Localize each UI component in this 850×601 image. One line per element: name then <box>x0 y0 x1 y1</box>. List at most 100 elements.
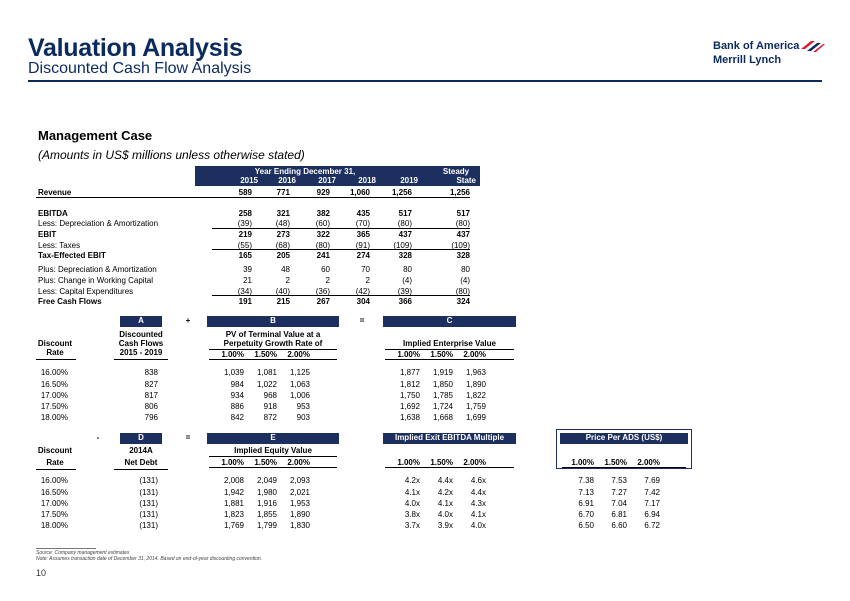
fcf-cell: (60) <box>315 219 330 228</box>
implied-equity-value: 1,980 <box>256 488 277 497</box>
pv-terminal-value: 1,022 <box>256 380 277 389</box>
implied-equity-value: 2,049 <box>256 476 277 485</box>
fcf-cell: 274 <box>356 251 370 260</box>
price-per-ads: 6.91 <box>578 499 594 508</box>
fcf-cell: 258 <box>238 209 252 218</box>
price-per-ads: 7.04 <box>611 499 627 508</box>
fcf-cell: 60 <box>321 265 330 274</box>
price-growth-rule <box>562 467 686 468</box>
case-subtitle: (Amounts in US$ millions unless otherwis… <box>38 148 305 162</box>
header-rule <box>28 80 822 82</box>
fcf-cell: (36) <box>315 287 330 296</box>
implied-equity-value: 1,942 <box>223 488 244 497</box>
fcf-cell: (80) <box>455 287 470 296</box>
fcf-cell: 382 <box>316 209 330 218</box>
fcf-row-label: Tax-Effected EBIT <box>38 251 106 260</box>
price-per-ads: 7.53 <box>611 476 627 485</box>
rate-label: Rate <box>46 348 64 357</box>
fcf-cell: 39 <box>243 265 252 274</box>
discounted-cash-flow: 838 <box>144 368 158 377</box>
fcf-cell: 1,256 <box>391 188 412 197</box>
price-per-ads: 6.81 <box>611 510 627 519</box>
discounted-label: Discounted <box>119 330 163 339</box>
pv-growth-header: 1.50% <box>254 350 277 359</box>
fcf-year-header: 2019 <box>400 176 418 185</box>
implied-enterprise-value: 1,785 <box>432 391 453 400</box>
page-number: 10 <box>36 568 47 578</box>
fcf-row-label: EBITDA <box>38 209 68 218</box>
fcf-cell: (80) <box>455 219 470 228</box>
fcf-cell: 517 <box>398 209 412 218</box>
net-debt-value: (131) <box>139 476 158 485</box>
fcf-year-header: 2016 <box>278 176 296 185</box>
pv-terminal-value: 918 <box>263 402 277 411</box>
exit-ebitda-multiple: 4.6x <box>470 476 486 485</box>
fcf-cell: 437 <box>456 230 470 239</box>
fcf-cell: 70 <box>361 265 370 274</box>
discount-label: Discount <box>37 339 73 348</box>
discounted-cash-flow: 817 <box>144 391 158 400</box>
fcf-cell: 322 <box>316 230 330 239</box>
minus-sign: - <box>96 433 100 442</box>
box-d-label: D <box>138 433 144 442</box>
fcf-cell: 437 <box>398 230 412 239</box>
fcf-subtotal-rule <box>212 228 470 229</box>
exit-ebitda-multiple: 4.0x <box>470 521 486 530</box>
fcf-row-label: Less: Taxes <box>38 241 81 250</box>
fcf-cell: 771 <box>276 188 290 197</box>
rate-label-2: Rate <box>46 458 64 467</box>
fcf-cell: 2 <box>365 276 370 285</box>
fcf-cell: (80) <box>397 219 412 228</box>
exit-ebitda-multiple: 4.1x <box>404 488 420 497</box>
implied-equity-label: Implied Equity Value <box>234 446 312 455</box>
price-box-frame <box>556 429 692 469</box>
implied-enterprise-value: 1,812 <box>399 380 420 389</box>
fcf-cell: 2 <box>325 276 330 285</box>
implied-enterprise-value: 1,750 <box>399 391 420 400</box>
fcf-subtotal-rule <box>212 295 470 296</box>
net-debt-value: (131) <box>139 499 158 508</box>
fcf-cell: 273 <box>276 230 290 239</box>
fcf-cell: 321 <box>276 209 290 218</box>
implied-equity-value: 1,953 <box>289 499 310 508</box>
fcf-row-label: Plus: Change in Working Capital <box>38 276 154 285</box>
equity-growth-rule <box>209 467 337 468</box>
fcf-cell: (4) <box>460 276 470 285</box>
exit-multiple-box <box>383 433 516 444</box>
pv-growth-rule <box>209 359 337 360</box>
net-debt-label: Net Debt <box>124 458 158 467</box>
fcf-cell: (4) <box>402 276 412 285</box>
discounted-cash-flow: 827 <box>144 380 158 389</box>
price-growth-header: 2.00% <box>637 458 660 467</box>
fcf-cell: 304 <box>356 297 370 306</box>
implied-enterprise-value: 1,759 <box>465 402 486 411</box>
net-debt-value: (131) <box>139 521 158 530</box>
exit-ebitda-multiple: 4.4x <box>437 476 453 485</box>
pv-terminal-value: 1,125 <box>289 368 310 377</box>
implied-equity-value: 1,881 <box>223 499 244 508</box>
box-d <box>120 433 162 444</box>
fcf-cell: 219 <box>238 230 252 239</box>
ev-growth-header: 1.00% <box>397 350 420 359</box>
price-per-ads: 7.17 <box>644 499 660 508</box>
fcf-cell: 215 <box>276 297 290 306</box>
price-box <box>560 433 688 444</box>
implied-equity-value: 2,093 <box>289 476 310 485</box>
price-per-ads-label: Price Per ADS (US$) <box>585 433 663 442</box>
ev-growth-header: 1.50% <box>430 350 453 359</box>
fcf-cell: (109) <box>451 241 470 250</box>
fcf-cell: (40) <box>275 287 290 296</box>
plus-sign: + <box>185 316 191 325</box>
ev-growth-rule <box>385 359 514 360</box>
net-debt-value: (131) <box>139 488 158 497</box>
fcf-cell: (70) <box>355 219 370 228</box>
fcf-steady-header: Steady <box>442 167 470 176</box>
fcf-cell: (109) <box>393 241 412 250</box>
page-title: Valuation Analysis <box>28 34 243 62</box>
fcf-cell: 21 <box>243 276 252 285</box>
discount-rate: 17.50% <box>40 510 68 519</box>
discounted-cash-flow: 806 <box>144 402 158 411</box>
exit-ebitda-multiple: 3.7x <box>404 521 420 530</box>
fcf-row-label: EBIT <box>38 230 57 239</box>
discount-rate: 17.00% <box>40 391 68 400</box>
